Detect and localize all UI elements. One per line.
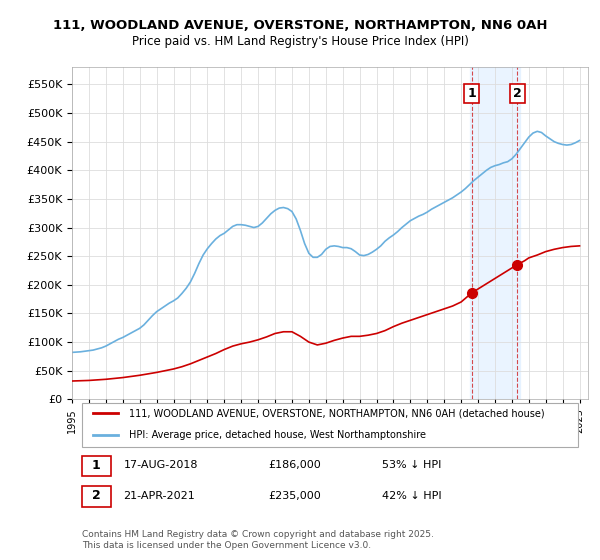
FancyBboxPatch shape [82, 403, 578, 447]
FancyBboxPatch shape [82, 487, 110, 507]
Text: 1: 1 [467, 87, 476, 100]
Text: £235,000: £235,000 [268, 491, 321, 501]
Text: 21-APR-2021: 21-APR-2021 [124, 491, 196, 501]
Text: 2: 2 [512, 87, 521, 100]
Text: HPI: Average price, detached house, West Northamptonshire: HPI: Average price, detached house, West… [129, 430, 426, 440]
Text: Contains HM Land Registry data © Crown copyright and database right 2025.
This d: Contains HM Land Registry data © Crown c… [82, 530, 434, 549]
Text: 42% ↓ HPI: 42% ↓ HPI [382, 491, 441, 501]
Text: Price paid vs. HM Land Registry's House Price Index (HPI): Price paid vs. HM Land Registry's House … [131, 35, 469, 49]
Text: 111, WOODLAND AVENUE, OVERSTONE, NORTHAMPTON, NN6 0AH (detached house): 111, WOODLAND AVENUE, OVERSTONE, NORTHAM… [129, 408, 544, 418]
Text: 1: 1 [92, 459, 101, 472]
Bar [470, 67, 520, 399]
Text: £186,000: £186,000 [268, 460, 321, 470]
Text: 17-AUG-2018: 17-AUG-2018 [124, 460, 198, 470]
Text: 53% ↓ HPI: 53% ↓ HPI [382, 460, 441, 470]
FancyBboxPatch shape [82, 456, 110, 476]
Text: 2: 2 [92, 489, 101, 502]
Text: 111, WOODLAND AVENUE, OVERSTONE, NORTHAMPTON, NN6 0AH: 111, WOODLAND AVENUE, OVERSTONE, NORTHAM… [53, 18, 547, 32]
